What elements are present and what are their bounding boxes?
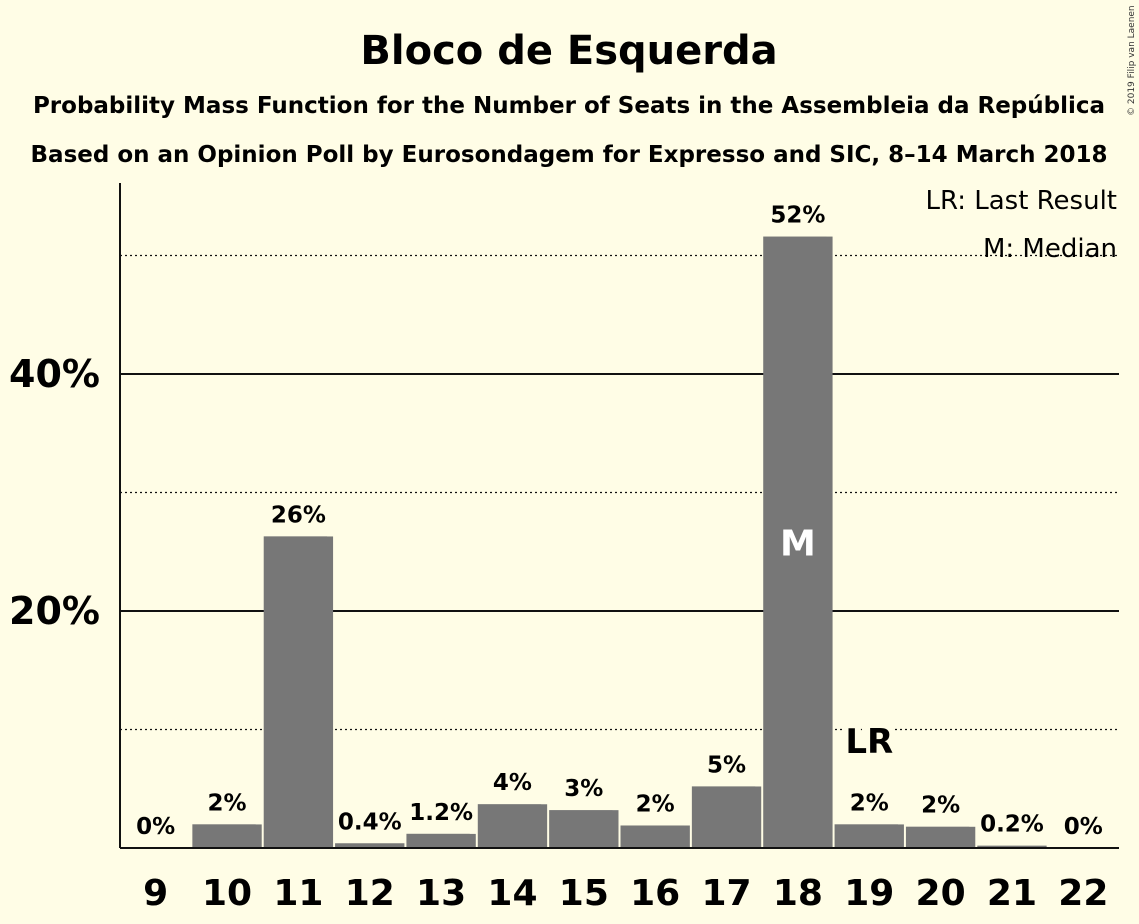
x-tick-label: 10 — [202, 873, 252, 914]
x-tick-label: 13 — [416, 873, 466, 914]
bar-19 — [834, 824, 904, 848]
bar-value-label: 52% — [770, 203, 825, 229]
y-tick-label: 20% — [9, 589, 100, 633]
markers: M LR — [780, 523, 899, 768]
bar-value-label: 4% — [493, 770, 532, 796]
bar-gap-18 — [826, 232, 835, 237]
bar-gap-15 — [612, 806, 621, 811]
bar-gap-13 — [469, 829, 478, 834]
bar-18 — [763, 236, 833, 849]
bar-13 — [406, 833, 476, 848]
bar-value-label: 3% — [564, 776, 603, 802]
bars: 0% 2% 26% 0.4% 1.2% 4% 3% 2% 5% 52% 2% 2% 0.2% 0% — [136, 198, 1103, 849]
median-marker: M — [780, 523, 816, 564]
chart-subtitle-2: Based on an Opinion Poll by Eurosondagem… — [31, 142, 1108, 168]
x-tick-label: 17 — [701, 873, 751, 914]
bar-21 — [977, 845, 1047, 848]
chart-subtitle: Probability Mass Function for the Number… — [33, 93, 1105, 119]
y-axis-labels: 20% 40% — [9, 352, 100, 633]
x-tick-label: 18 — [773, 873, 823, 914]
x-tick-label: 9 — [143, 873, 168, 914]
legend-median: M: Median — [983, 234, 1117, 264]
legend: LR: Last Result M: Median — [925, 186, 1117, 264]
bar-10 — [192, 824, 262, 848]
bar-16 — [620, 825, 690, 848]
bar-value-label: 2% — [850, 790, 889, 816]
bar-value-label: 0% — [1064, 814, 1103, 840]
bar-gap-10 — [255, 820, 264, 825]
bar-12 — [335, 843, 405, 848]
copyright-note: © 2019 Filip van Laenen — [1127, 5, 1137, 116]
x-tick-label: 21 — [987, 873, 1037, 914]
bar-gap-16 — [683, 821, 692, 826]
bar-gap-20 — [969, 822, 978, 827]
bar-14 — [477, 804, 548, 848]
bar-value-label: 26% — [271, 502, 326, 528]
bar-value-label: 2% — [636, 791, 675, 817]
x-tick-label: 20 — [916, 873, 966, 914]
x-tick-label: 16 — [630, 873, 680, 914]
bar-value-label: 0.4% — [338, 809, 402, 835]
x-tick-label: 15 — [559, 873, 609, 914]
bar-gap-14 — [541, 800, 550, 805]
x-tick-label: 11 — [273, 873, 323, 914]
last-result-marker: LR — [845, 722, 893, 762]
y-tick-label: 40% — [9, 352, 100, 396]
bar-value-label: 2% — [208, 790, 247, 816]
x-tick-label: 22 — [1058, 873, 1108, 914]
legend-last-result: LR: Last Result — [925, 186, 1117, 216]
bar-value-label: 2% — [921, 793, 960, 819]
bar-gap-19 — [897, 820, 906, 825]
bar-11 — [263, 536, 334, 848]
bar-gap-17 — [755, 782, 764, 787]
bar-17 — [691, 786, 762, 848]
bar-value-label: 0.2% — [980, 812, 1044, 838]
bar-15 — [549, 810, 619, 848]
bar-value-label: 0% — [136, 814, 175, 840]
x-tick-label: 14 — [487, 873, 537, 914]
bar-20 — [905, 826, 976, 848]
bar-gap-11 — [327, 532, 336, 537]
bar-value-label: 5% — [707, 752, 746, 778]
x-tick-label: 12 — [345, 873, 395, 914]
bar-value-label: 1.2% — [409, 800, 473, 826]
chart-title: Bloco de Esquerda — [360, 28, 777, 74]
x-axis-labels: 9 10 11 12 13 14 15 16 17 18 19 20 21 22 — [143, 873, 1108, 914]
x-tick-label: 19 — [844, 873, 894, 914]
